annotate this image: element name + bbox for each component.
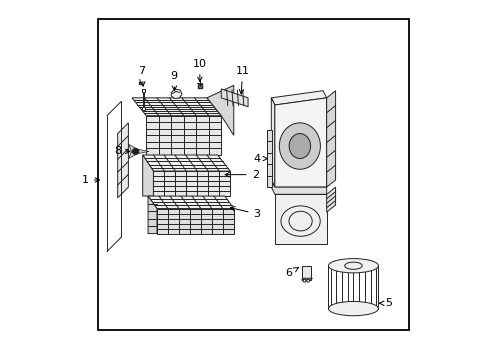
Polygon shape — [148, 196, 233, 208]
Ellipse shape — [328, 258, 378, 273]
Polygon shape — [171, 89, 182, 99]
Ellipse shape — [306, 279, 309, 282]
Polygon shape — [301, 278, 312, 280]
Polygon shape — [271, 91, 326, 105]
Text: 11: 11 — [235, 66, 249, 94]
Polygon shape — [146, 116, 221, 155]
Polygon shape — [221, 89, 247, 107]
Polygon shape — [301, 266, 310, 280]
Ellipse shape — [303, 279, 305, 282]
Text: 7: 7 — [138, 66, 145, 86]
Polygon shape — [118, 123, 128, 198]
Ellipse shape — [328, 301, 378, 316]
Circle shape — [132, 149, 138, 154]
Polygon shape — [274, 98, 326, 187]
Text: 6: 6 — [285, 267, 298, 278]
Polygon shape — [132, 98, 221, 116]
Text: 5: 5 — [379, 298, 392, 308]
Polygon shape — [157, 208, 233, 234]
Polygon shape — [271, 180, 326, 194]
Polygon shape — [128, 150, 139, 158]
Polygon shape — [142, 155, 230, 171]
Polygon shape — [135, 149, 149, 154]
Text: 10: 10 — [192, 59, 206, 81]
Polygon shape — [206, 85, 233, 135]
Text: 1: 1 — [82, 175, 89, 185]
Text: 4: 4 — [253, 154, 267, 163]
Bar — [98, 19, 408, 330]
Polygon shape — [326, 91, 335, 187]
Ellipse shape — [288, 134, 310, 158]
Polygon shape — [153, 171, 230, 196]
Polygon shape — [148, 196, 157, 234]
Polygon shape — [142, 89, 145, 111]
Text: 8: 8 — [114, 147, 130, 157]
Text: 2: 2 — [224, 170, 258, 180]
Polygon shape — [274, 194, 326, 244]
Polygon shape — [142, 155, 153, 196]
Polygon shape — [271, 98, 274, 187]
Text: 3: 3 — [230, 207, 260, 219]
Text: 9: 9 — [170, 71, 177, 90]
Polygon shape — [326, 187, 335, 212]
Polygon shape — [266, 130, 271, 187]
Polygon shape — [128, 144, 139, 153]
Ellipse shape — [279, 123, 320, 169]
